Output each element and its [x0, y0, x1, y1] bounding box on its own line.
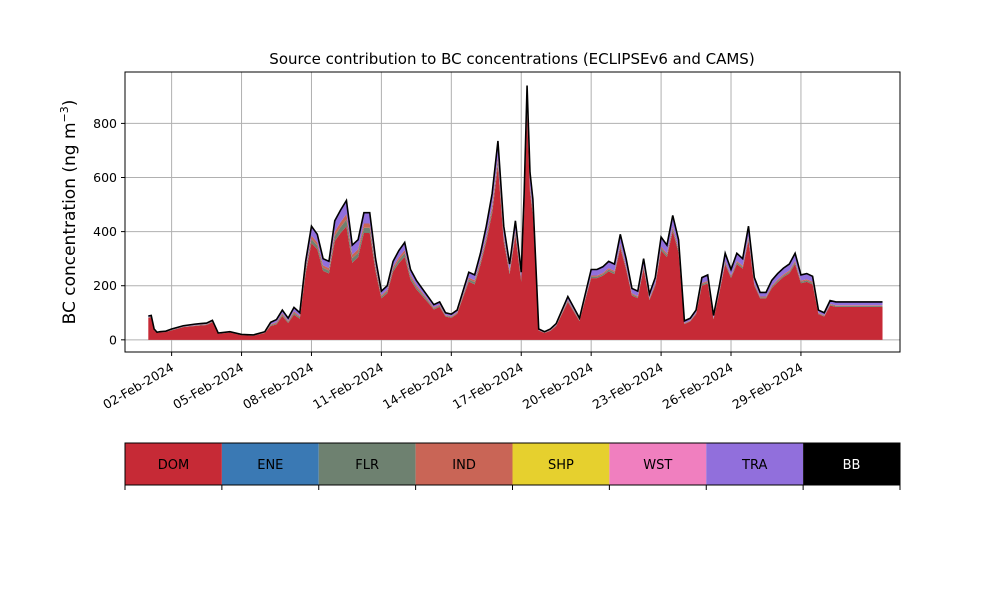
y-axis-label: BC concentration (ng m−3)	[58, 100, 80, 325]
plot-frame	[124, 71, 901, 353]
legend-label-ind: IND	[452, 458, 476, 473]
legend-swatch-dom	[125, 443, 222, 485]
legend-swatch-shp	[512, 443, 610, 485]
series-area-dom	[148, 112, 883, 340]
x-tick-label: 23-Feb-2024	[590, 360, 666, 412]
y-tick-label: 0	[109, 332, 117, 347]
legend-label-tra: TRA	[741, 458, 767, 473]
x-tick-label: 14-Feb-2024	[380, 360, 456, 412]
legend-label-ene: ENE	[257, 458, 283, 473]
legend-swatch-ind	[415, 443, 513, 485]
plot-area	[124, 71, 901, 353]
legend-swatch-wst	[609, 443, 707, 485]
chart-title: Source contribution to BC concentrations…	[269, 50, 754, 68]
x-tick-label: 26-Feb-2024	[660, 360, 736, 412]
legend: DOM ENE FLR IND SHP WST TRA BB	[124, 442, 901, 490]
legend-swatch-ene	[221, 443, 319, 485]
y-tick-label: 400	[93, 224, 117, 239]
legend-label-wst: WST	[643, 458, 672, 473]
legend-label-dom: DOM	[158, 458, 189, 473]
legend-swatch-bb	[803, 443, 900, 485]
y-axis-ticks: 0 200 400 600 800	[93, 116, 125, 347]
x-axis-ticks: 02-Feb-202405-Feb-202408-Feb-202411-Feb-…	[100, 352, 805, 412]
y-tick-label: 800	[93, 116, 117, 131]
y-axis-label-text: BC concentration (ng m	[60, 122, 80, 324]
legend-label-flr: FLR	[355, 458, 379, 473]
y-tick-label: 600	[93, 170, 117, 185]
series-line-total	[148, 85, 883, 336]
x-tick-label: 02-Feb-2024	[100, 360, 176, 412]
y-axis-label-exponent: −3	[58, 106, 71, 122]
legend-swatch-tra	[706, 443, 804, 485]
y-axis-label-close: )	[60, 100, 80, 107]
x-tick-label: 17-Feb-2024	[450, 360, 526, 412]
x-tick-label: 05-Feb-2024	[170, 360, 246, 412]
x-tick-label: 08-Feb-2024	[240, 360, 316, 412]
x-tick-label: 29-Feb-2024	[730, 360, 806, 412]
x-tick-label: 11-Feb-2024	[310, 360, 386, 412]
x-tick-label: 20-Feb-2024	[520, 360, 596, 412]
legend-label-shp: SHP	[548, 458, 574, 473]
legend-swatch-flr	[318, 443, 416, 485]
stacked-areas	[148, 85, 883, 340]
legend-label-bb: BB	[843, 458, 861, 473]
y-tick-label: 200	[93, 278, 117, 293]
